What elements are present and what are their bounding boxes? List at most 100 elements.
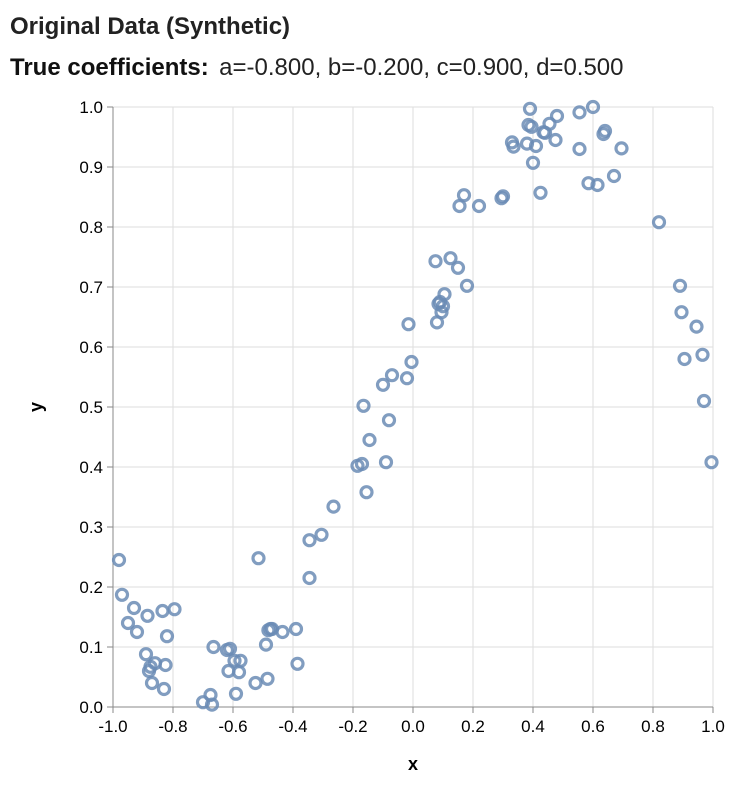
subtitle-text: a=-0.800, b=-0.200, c=0.900, d=0.500: [219, 54, 623, 81]
data-point: [450, 260, 466, 275]
y-tick-label: 0.8: [79, 218, 103, 237]
data-point: [522, 101, 538, 116]
y-tick-label: 0.9: [79, 158, 103, 177]
data-point: [428, 254, 443, 269]
data-point: [144, 675, 160, 691]
data-point: [572, 105, 587, 120]
axes: -1.0 -0.8 -0.6 -0.4 -0.2 0.0 0.2 0.4 0.6 0.8 1.0 0.…: [79, 98, 724, 736]
x-tick-label: -1.0: [98, 717, 127, 736]
data-point: [354, 456, 370, 472]
data-point: [528, 138, 544, 154]
data-point: [288, 621, 304, 637]
data-point: [471, 198, 487, 214]
data-point: [155, 603, 170, 619]
x-tick-label: 0.4: [521, 717, 545, 736]
data-point: [677, 351, 692, 367]
data-point: [258, 637, 274, 652]
y-tick-label: 0.1: [79, 638, 103, 657]
data-point: [167, 602, 182, 617]
data-point: [138, 647, 154, 662]
y-tick-label: 1.0: [79, 98, 103, 117]
data-point: [672, 278, 688, 293]
data-point: [233, 653, 248, 668]
data-point: [585, 99, 601, 115]
data-point: [590, 177, 605, 193]
data-point: [156, 681, 172, 697]
data-point: [314, 527, 329, 542]
data-point: [302, 533, 317, 548]
data-point: [359, 485, 374, 500]
data-point: [456, 188, 472, 203]
y-tick-label: 0.3: [79, 518, 103, 537]
data-point: [375, 377, 391, 392]
y-tick-label: 0.0: [79, 698, 103, 717]
data-point: [437, 287, 452, 302]
data-point: [597, 123, 613, 139]
x-tick-label: 0.0: [401, 717, 425, 736]
data-point: [549, 108, 565, 124]
data-point: [228, 686, 244, 701]
data-point: [204, 697, 220, 712]
data-point: [696, 393, 712, 409]
data-point: [581, 176, 596, 191]
data-point: [542, 116, 557, 131]
data-point: [356, 398, 371, 413]
data-point: [290, 656, 305, 671]
y-tick-label: 0.4: [79, 458, 103, 477]
x-axis-title: x: [408, 754, 418, 774]
data-point: [381, 413, 397, 428]
data-point: [404, 354, 419, 370]
data-point: [548, 132, 563, 148]
x-tick-label: -0.4: [278, 717, 307, 736]
data-point: [674, 305, 689, 320]
data-point: [120, 615, 136, 631]
grid: [112, 106, 714, 708]
data-point: [378, 455, 394, 470]
x-tick-label: -0.6: [218, 717, 247, 736]
data-point: [689, 319, 704, 334]
data-point: [704, 455, 719, 470]
data-points: [111, 99, 719, 712]
data-point: [614, 141, 629, 156]
data-point: [443, 251, 458, 266]
data-point: [495, 189, 511, 204]
x-tick-label: 1.0: [701, 717, 725, 736]
data-point: [248, 675, 263, 691]
data-point: [434, 305, 449, 320]
data-point: [533, 185, 548, 200]
data-point: [572, 141, 587, 157]
data-point: [326, 499, 341, 514]
y-tick-label: 0.6: [79, 338, 103, 357]
subtitle-label: True coefficients:: [10, 54, 209, 81]
data-point: [158, 657, 173, 673]
chart-title: Original Data (Synthetic): [10, 13, 290, 40]
data-point: [222, 641, 238, 656]
data-point: [606, 168, 622, 184]
data-point: [695, 347, 710, 362]
data-point: [114, 587, 130, 602]
y-axis-title: y: [26, 402, 46, 412]
y-tick-label: 0.5: [79, 398, 103, 417]
y-tick-label: 0.7: [79, 278, 103, 297]
data-point: [159, 629, 175, 644]
data-point: [651, 215, 667, 230]
x-tick-label: 0.2: [461, 717, 485, 736]
data-point: [459, 278, 475, 293]
x-tick-label: 0.8: [641, 717, 665, 736]
data-point: [251, 551, 266, 566]
data-point: [401, 317, 416, 332]
data-point: [206, 639, 221, 655]
data-point: [126, 600, 142, 616]
x-tick-label: -0.2: [338, 717, 367, 736]
data-point: [524, 119, 539, 134]
data-point: [525, 155, 541, 170]
data-point: [275, 624, 290, 640]
data-point: [302, 570, 317, 586]
data-point: [111, 552, 127, 568]
data-point: [129, 624, 145, 640]
data-point: [227, 653, 242, 668]
x-tick-label: 0.6: [581, 717, 605, 736]
data-point: [362, 432, 377, 448]
data-point: [384, 368, 400, 383]
